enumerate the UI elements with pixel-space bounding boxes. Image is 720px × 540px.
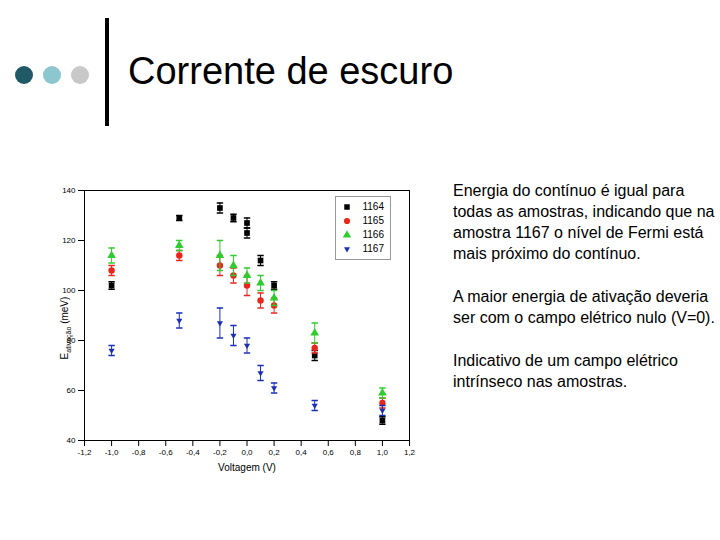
svg-text:0,0: 0,0 xyxy=(241,448,253,457)
html-text:Indicativo de um campo elétric: Indicativo de um campo elétrico intrínse… xyxy=(453,352,678,390)
svg-text:Voltagem (V): Voltagem (V) xyxy=(218,462,276,473)
svg-text:-0,2: -0,2 xyxy=(213,448,227,457)
html-text:A maior energia de ativação de: A maior energia de ativação deveria ser … xyxy=(453,288,715,326)
html-text:1166: 1166 xyxy=(362,229,384,240)
svg-text:0,6: 0,6 xyxy=(323,448,335,457)
html-text:Corrente de escuro: Corrente de escuro xyxy=(128,50,454,92)
html-text:1164: 1164 xyxy=(362,201,384,212)
svg-text:0,2: 0,2 xyxy=(269,448,281,457)
svg-text:0,4: 0,4 xyxy=(296,448,308,457)
svg-text:120: 120 xyxy=(62,236,76,245)
html-text:1165: 1165 xyxy=(362,215,384,226)
svg-text:-1,2: -1,2 xyxy=(78,448,92,457)
svg-text:100: 100 xyxy=(62,286,76,295)
svg-text:-1,0: -1,0 xyxy=(105,448,119,457)
svg-text:40: 40 xyxy=(67,436,76,445)
html-text:Energia do contínuo é igual pa: Energia do contínuo é igual para todas a… xyxy=(453,182,715,262)
svg-text:60: 60 xyxy=(67,386,76,395)
svg-text:1,0: 1,0 xyxy=(377,448,389,457)
html-text:(meV): (meV) xyxy=(58,296,70,327)
html-text:E: E xyxy=(58,352,70,360)
svg-text:140: 140 xyxy=(62,186,76,195)
html-text:1167: 1167 xyxy=(362,243,384,254)
svg-text:-0,8: -0,8 xyxy=(132,448,146,457)
svg-text:-0,4: -0,4 xyxy=(186,448,200,457)
svg-text:0,8: 0,8 xyxy=(350,448,362,457)
html-text:ativação: ativação xyxy=(64,326,72,353)
svg-text:1,2: 1,2 xyxy=(404,448,416,457)
svg-text:-0,6: -0,6 xyxy=(159,448,173,457)
